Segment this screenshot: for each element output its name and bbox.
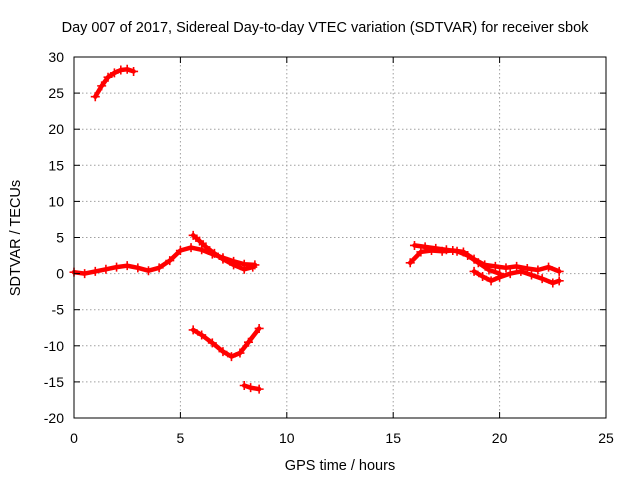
- data-point: [441, 245, 451, 255]
- data-point: [452, 246, 462, 256]
- data-point: [254, 384, 264, 394]
- data-point: [90, 266, 100, 276]
- x-tick-label: 5: [177, 430, 185, 446]
- series-trace: [471, 269, 562, 286]
- y-tick-label: 20: [48, 121, 64, 137]
- series-arc-negative-v: [188, 323, 264, 362]
- data-point: [554, 266, 564, 276]
- data-point: [420, 242, 430, 252]
- x-axis-title: GPS time / hours: [285, 458, 395, 474]
- x-tick-label: 10: [279, 430, 295, 446]
- series-arc-evening-main: [405, 245, 564, 276]
- series-arc-main-morning: [69, 243, 260, 279]
- data-point: [175, 245, 185, 255]
- data-point: [486, 276, 496, 286]
- data-point: [188, 230, 198, 240]
- data-point: [109, 68, 119, 78]
- x-tick-label: 15: [385, 430, 401, 446]
- data-point: [478, 271, 488, 281]
- series-trace: [190, 326, 262, 359]
- data-point: [544, 262, 554, 272]
- data-point: [243, 337, 253, 347]
- data-point: [246, 383, 256, 393]
- data-point: [533, 265, 543, 275]
- data-point: [133, 263, 143, 273]
- data-point: [80, 269, 90, 279]
- data-point: [554, 276, 564, 286]
- data-point: [239, 381, 249, 391]
- series-arc-morning-spike: [188, 230, 258, 274]
- data-point: [226, 352, 236, 362]
- chart-title: Day 007 of 2017, Sidereal Day-to-day VTE…: [62, 20, 590, 36]
- y-axis-title: SDTVAR / TECUs: [8, 180, 24, 296]
- y-tick-label: -15: [44, 374, 64, 390]
- data-point: [505, 269, 515, 279]
- data-point: [473, 258, 483, 268]
- x-tick-label: 25: [598, 430, 614, 446]
- data-point: [101, 264, 111, 274]
- data-point: [463, 251, 473, 261]
- data-point: [548, 278, 558, 288]
- series-arc-early-high: [90, 64, 139, 102]
- data-point: [195, 236, 205, 246]
- grid-lines: [74, 57, 606, 418]
- data-point: [188, 325, 198, 335]
- x-tick-label: 0: [70, 430, 78, 446]
- data-point: [207, 338, 217, 348]
- data-point: [516, 266, 526, 276]
- data-point: [201, 242, 211, 252]
- data-point: [490, 261, 500, 271]
- y-tick-label: 5: [56, 230, 64, 246]
- data-point: [537, 274, 547, 284]
- data-point: [122, 261, 132, 271]
- data-point: [527, 270, 537, 280]
- data-point: [431, 243, 441, 253]
- data-point: [186, 243, 196, 253]
- y-tick-label: -10: [44, 338, 64, 354]
- data-point: [405, 258, 415, 268]
- series-arc-evening-lower: [469, 266, 564, 288]
- data-point: [495, 272, 505, 282]
- series-arc-low: [239, 381, 264, 394]
- data-point: [218, 254, 228, 264]
- data-point: [112, 262, 122, 272]
- data-point: [409, 240, 419, 250]
- data-point: [143, 266, 153, 276]
- y-tick-label: -5: [52, 302, 65, 318]
- series-arc-evening-upper: [409, 240, 505, 279]
- data-point: [229, 260, 239, 270]
- axis-ticks: 0 5 10 15 20 25 -20 -15 -10 -5 0 5 10 15 20 25 30: [44, 49, 614, 446]
- data-point: [469, 266, 479, 276]
- data-point: [129, 66, 139, 76]
- y-tick-label: 30: [48, 49, 64, 65]
- data-point: [122, 64, 132, 74]
- data-points: [69, 64, 564, 394]
- data-point: [416, 247, 426, 257]
- x-tick-label: 20: [492, 430, 508, 446]
- data-point: [97, 81, 107, 91]
- data-point: [254, 323, 264, 333]
- data-point: [90, 92, 100, 102]
- y-tick-label: 0: [56, 266, 64, 282]
- data-point: [103, 72, 113, 82]
- y-tick-label: -20: [44, 410, 64, 426]
- y-tick-label: 25: [48, 85, 64, 101]
- data-point: [239, 264, 249, 274]
- data-point: [209, 248, 219, 258]
- y-tick-label: 10: [48, 193, 64, 209]
- data-point: [154, 263, 164, 273]
- data-point: [512, 261, 522, 271]
- data-point: [248, 262, 258, 272]
- data-point: [235, 348, 245, 358]
- y-tick-label: 15: [48, 157, 64, 173]
- data-point: [197, 330, 207, 340]
- data-point: [218, 347, 228, 357]
- data-point: [501, 263, 511, 273]
- data-point: [165, 256, 175, 266]
- data-point: [484, 265, 494, 275]
